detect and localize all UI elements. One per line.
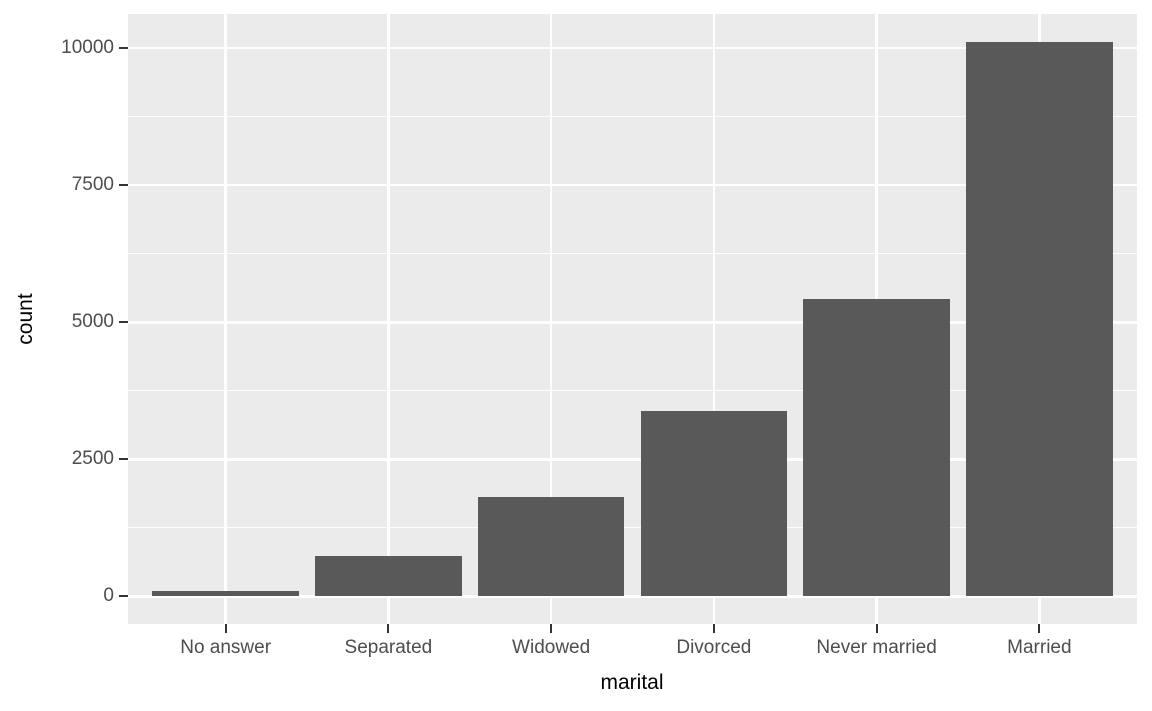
y-tick-label-2500: 2500 — [71, 448, 114, 470]
y-tick-mark-2500 — [119, 458, 128, 461]
y-tick-label-10000: 10000 — [61, 37, 114, 59]
bar-divorced — [640, 410, 788, 597]
v-gridline-separated — [387, 14, 390, 624]
y-tick-label-5000: 5000 — [71, 311, 114, 333]
h-gridline-major-10000 — [128, 46, 1137, 50]
h-gridline-major-7500 — [128, 183, 1137, 187]
x-tick-mark-married — [1038, 624, 1041, 633]
y-axis-title: count — [14, 293, 37, 345]
x-tick-mark-widowed — [550, 624, 553, 633]
h-gridline-minor-1250 — [128, 527, 1137, 529]
x-tick-mark-never-married — [875, 624, 878, 633]
bar-never-married — [803, 299, 950, 597]
h-gridline-minor-8750 — [128, 116, 1137, 118]
bar-widowed — [477, 497, 625, 597]
x-tick-mark-no-answer — [224, 624, 227, 633]
y-tick-mark-10000 — [119, 47, 128, 50]
x-tick-label-never-married: Never married — [816, 637, 937, 658]
y-tick-label-7500: 7500 — [71, 174, 114, 196]
v-gridline-no-answer — [224, 14, 227, 624]
x-tick-mark-divorced — [712, 624, 715, 633]
h-gridline-major-2500 — [128, 457, 1137, 461]
v-gridline-widowed — [549, 14, 553, 624]
h-gridline-major-0 — [128, 594, 1137, 598]
h-gridline-major-5000 — [128, 320, 1137, 324]
x-tick-mark-separated — [387, 624, 390, 633]
x-tick-label-no-answer: No answer — [180, 637, 272, 658]
x-tick-label-married: Married — [1007, 637, 1072, 658]
y-tick-mark-5000 — [119, 321, 128, 324]
bar-married — [966, 41, 1113, 597]
x-axis-title: marital — [600, 671, 664, 694]
bar-no-answer — [152, 591, 299, 597]
x-tick-label-divorced: Divorced — [676, 637, 752, 658]
y-tick-mark-0 — [119, 595, 128, 598]
y-tick-mark-7500 — [119, 184, 128, 187]
h-gridline-minor-3750 — [128, 390, 1137, 392]
x-tick-label-separated: Separated — [344, 637, 433, 658]
h-gridline-minor-6250 — [128, 253, 1137, 255]
v-gridline-divorced — [712, 14, 716, 624]
bar-separated — [315, 555, 462, 597]
y-tick-label-0: 0 — [103, 585, 114, 607]
x-tick-label-widowed: Widowed — [512, 637, 591, 658]
